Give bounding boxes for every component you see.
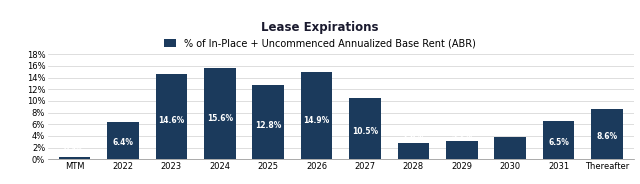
Text: 2.8%: 2.8% [403,132,424,141]
Text: 8.6%: 8.6% [596,132,618,141]
Bar [349,98,381,159]
Text: Lease Expirations: Lease Expirations [261,21,379,34]
Text: 0.4%: 0.4% [64,146,85,155]
Bar [156,74,187,159]
Legend: % of In-Place + Uncommenced Annualized Base Rent (ABR): % of In-Place + Uncommenced Annualized B… [164,38,476,48]
Text: Lease Expiration Schedule as of June 30, 2022:: Lease Expiration Schedule as of June 30,… [4,2,243,11]
Text: 3.8%: 3.8% [500,127,521,136]
Text: 10.5%: 10.5% [352,127,378,136]
Bar [204,68,236,159]
Bar [59,157,90,159]
Text: 12.8%: 12.8% [255,121,282,130]
Text: 3.1%: 3.1% [451,131,472,140]
Bar [543,121,574,159]
Text: 14.9%: 14.9% [303,116,330,125]
Bar [301,72,332,159]
Bar [446,141,477,159]
Bar [108,122,139,159]
Bar [591,109,623,159]
Bar [397,143,429,159]
Text: 14.6%: 14.6% [158,116,184,125]
Bar [495,137,526,159]
Bar [252,85,284,159]
Text: 6.4%: 6.4% [113,138,134,147]
Text: 15.6%: 15.6% [207,114,233,123]
Text: 6.5%: 6.5% [548,138,569,147]
